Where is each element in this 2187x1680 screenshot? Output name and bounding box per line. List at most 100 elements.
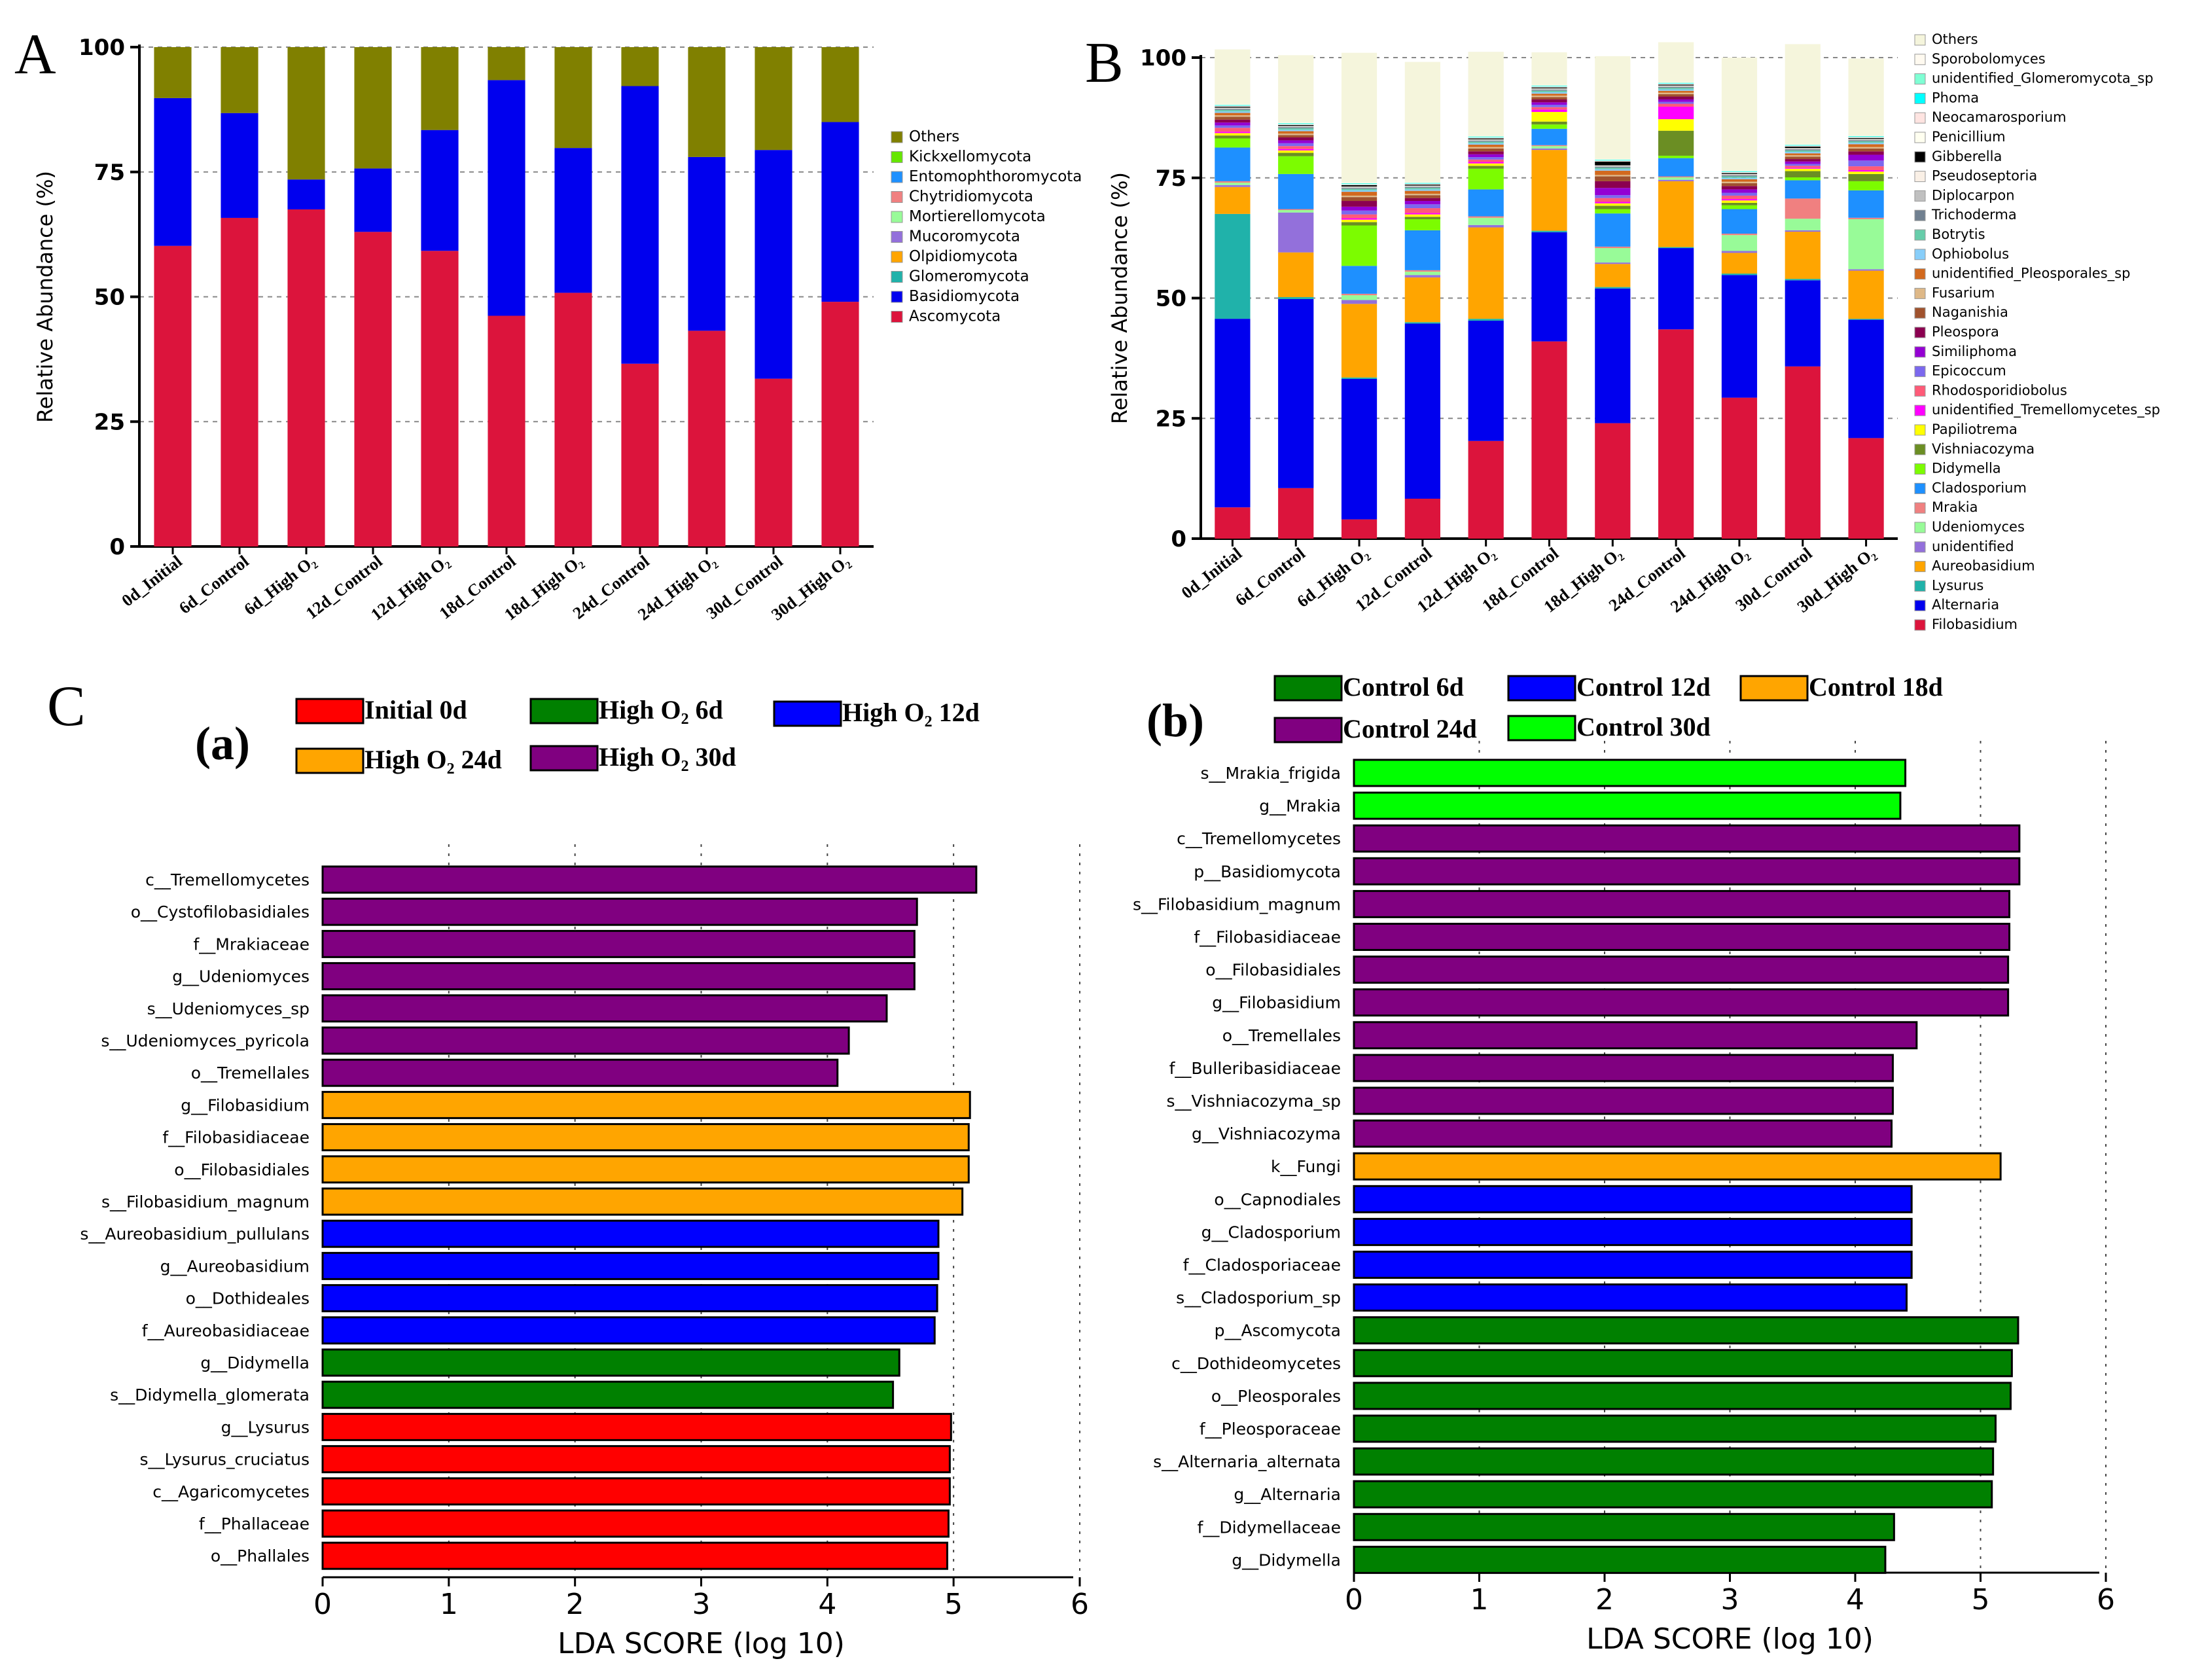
bar-segment-lysurus (1341, 377, 1378, 379)
lda-bar (1353, 1021, 1918, 1050)
lda-bar (1353, 1349, 2013, 1378)
bar-segment-epicoccum (1848, 160, 1884, 167)
legend-swatch-control-18d (1739, 675, 1809, 702)
lda-bar-label: f__Pleosporaceae (1200, 1420, 1341, 1439)
bar-segment-fusarium (1848, 147, 1884, 149)
bar-segment-ophiobolus (1658, 89, 1694, 91)
bar-segment-unidentified-tremellomycetes-sp (1595, 202, 1631, 204)
bar-segment-lysurus (1404, 322, 1440, 324)
x-tick-label: 4 (818, 1588, 836, 1621)
bar-segment-others (1595, 56, 1631, 160)
bar-segment-mrakia (1468, 216, 1504, 218)
bar-segment-vishniacozyma (1595, 206, 1631, 209)
legend-swatch-control-12d (1507, 675, 1576, 702)
bar-segment-udeniomyces (1215, 183, 1251, 185)
bar-segment-gibberella (1658, 84, 1694, 86)
bar-segment-filobasidium (1595, 423, 1631, 539)
bar-segment-naganishia (1341, 197, 1378, 202)
bar-segment-lysurus (1595, 287, 1631, 289)
bar-segment-papiliotrema (1721, 200, 1758, 203)
legend-swatch-control-30d (1507, 715, 1576, 742)
x-tick-label: 5 (1972, 1583, 1990, 1617)
bar-segment-diplocarpon (1215, 108, 1251, 109)
bar-segment-ascomycota (488, 315, 525, 546)
lda-bar-label: s__Cladosporium_sp (1176, 1289, 1341, 1308)
lda-bar-label: s__Filobasidium_magnum (1133, 895, 1341, 914)
lda-bar (1353, 1251, 1913, 1279)
bar-segment-pleospora (1848, 151, 1884, 155)
bar-segment-fusarium (1468, 147, 1504, 149)
legend-swatch-mortierellomycota (891, 211, 903, 223)
y-tick-label: 75 (1156, 166, 1186, 192)
bar-segment-sporobolomyces (1595, 159, 1631, 160)
lda-bar (321, 1316, 936, 1345)
bar-segment-mrakia (1721, 234, 1758, 236)
bar-segment-basidiomycota (621, 86, 659, 364)
bar-segment-didymella (1531, 124, 1567, 129)
legend-swatch-fusarium (1914, 287, 1926, 299)
bar-segment-didymella (1215, 138, 1251, 148)
bar-segment-unidentified-tremellomycetes-sp (1658, 106, 1694, 120)
legend-swatch-ascomycota (891, 311, 903, 323)
bar-segment-rhodosporidiobolus (1341, 214, 1378, 219)
legend-label: Control 6d (1343, 672, 1464, 702)
lda-bar-label: g__Aureobasidium (160, 1257, 310, 1276)
bar-segment-naganishia (1785, 156, 1821, 160)
lda-bar-label: g__Mrakia (1259, 796, 1341, 815)
bar-segment-sporobolomyces (1848, 135, 1884, 136)
lda-bar (1353, 1545, 1887, 1574)
legend-label: Others (1932, 31, 1978, 47)
bar-segment-epicoccum (1595, 195, 1631, 198)
bar-segment-pseudoseptoria (1785, 148, 1821, 149)
bar-segment-trichoderma (1721, 175, 1758, 177)
lda-bar-label: o__Filobasidiales (174, 1160, 310, 1179)
bar-segment-cladosporium (1848, 190, 1884, 218)
bar-segment-aureobasidium (1785, 232, 1821, 279)
lda-bar (1353, 759, 1907, 787)
bar-segment-gibberella (1278, 124, 1314, 126)
lda-bar (1353, 1414, 1997, 1443)
bar-segment-neocamarosporium (1531, 86, 1567, 87)
bar-segment-similiphoma (1404, 201, 1440, 205)
bar-segment-neocamarosporium (1595, 160, 1631, 162)
legend-swatch-cladosporium (1914, 482, 1926, 494)
legend-swatch-control-6d (1273, 675, 1343, 702)
legend-swatch-neocamarosporium (1914, 112, 1926, 124)
bar-segment-basidiomycota (421, 130, 459, 251)
lda-bar (321, 1123, 970, 1152)
bar-segment-cladosporium (1404, 230, 1440, 270)
bar-segment-unidentified-pleosporales-sp (1785, 153, 1821, 156)
bar-segment-pleospora (1468, 151, 1504, 154)
lda-bar-label: s__Aureobasidium_pullulans (80, 1224, 310, 1243)
x-tick-label: 3 (1721, 1583, 1739, 1617)
bar-segment-sporobolomyces (1531, 84, 1567, 86)
legend-label: Control 24d (1343, 714, 1477, 743)
bar-segment-others (488, 47, 525, 80)
bar-segment-unidentified (1278, 212, 1314, 253)
bar-segment-pleospora (1404, 198, 1440, 202)
bar-segment-cladosporium (1468, 189, 1504, 217)
legend-swatch-mucoromycota (891, 231, 903, 243)
lda-bar-label: p__Ascomycota (1215, 1321, 1341, 1340)
bar-segment-naganishia (1595, 176, 1631, 181)
x-tick-label: 2 (1595, 1583, 1614, 1617)
bar-segment-fusarium (1595, 175, 1631, 177)
lda-bar (1353, 988, 2010, 1017)
lda-bar (1353, 923, 2011, 951)
lda-bar-label: f__Aureobasidiaceae (142, 1321, 310, 1340)
bar-segment-mrakia (1595, 246, 1631, 249)
lda-bar (321, 1445, 951, 1474)
bar-segment-penicillium (1215, 106, 1251, 107)
legend-swatch-others (891, 131, 903, 143)
bar-segment-botrytis (1215, 110, 1251, 112)
bar-segment-ophiobolus (1468, 143, 1504, 145)
bar-segment-aureobasidium (1341, 304, 1378, 378)
bar-segment-alternaria (1341, 378, 1378, 520)
legend-swatch-papiliotrema (1914, 424, 1926, 436)
lda-bar (321, 1026, 850, 1055)
lda-bar (1353, 1512, 1895, 1541)
bar-segment-pseudoseptoria (1404, 185, 1440, 187)
bar-segment-pleospora (1215, 119, 1251, 123)
bar-segment-rhodosporidiobolus (1278, 146, 1314, 149)
y-tick-label: 0 (1171, 526, 1186, 552)
